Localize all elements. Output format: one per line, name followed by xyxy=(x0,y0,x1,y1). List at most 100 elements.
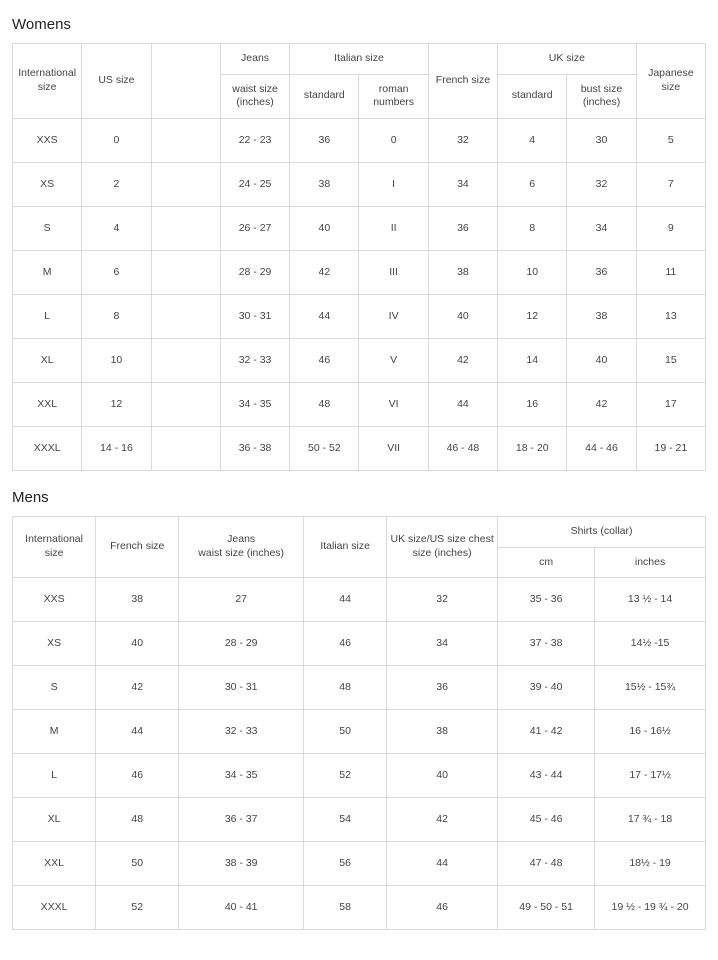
col-m-shirts-cm: cm xyxy=(498,547,595,578)
col-m-french: French size xyxy=(96,516,179,577)
table-cell: 2 xyxy=(82,162,151,206)
col-jeans: Jeans xyxy=(220,44,289,75)
col-french: French size xyxy=(428,44,497,119)
table-row: XL4836 - 37544245 - 4617 ¾ - 18 xyxy=(13,798,706,842)
table-cell: 46 xyxy=(290,338,359,382)
table-cell: 30 xyxy=(567,118,636,162)
col-m-shirts: Shirts (collar) xyxy=(498,516,706,547)
table-cell: 36 - 38 xyxy=(220,426,289,470)
table-row: M4432 - 33503841 - 4216 - 16½ xyxy=(13,710,706,754)
col-japanese: Japanese size xyxy=(636,44,705,119)
table-row: XXS3827443235 - 3613 ½ - 14 xyxy=(13,578,706,622)
table-cell: 48 xyxy=(290,382,359,426)
table-row: XS224 - 2538I346327 xyxy=(13,162,706,206)
table-cell: 38 - 39 xyxy=(179,842,304,886)
table-cell: 47 - 48 xyxy=(498,842,595,886)
table-cell: 38 xyxy=(428,250,497,294)
table-cell: 5 xyxy=(636,118,705,162)
table-cell: II xyxy=(359,206,428,250)
table-cell: VI xyxy=(359,382,428,426)
table-cell: XL xyxy=(13,338,82,382)
col-international: International size xyxy=(13,44,82,119)
table-cell: 42 xyxy=(290,250,359,294)
table-cell: 9 xyxy=(636,206,705,250)
table-cell: 19 - 21 xyxy=(636,426,705,470)
table-cell: 17 xyxy=(636,382,705,426)
womens-table: International size US size Jeans Italian… xyxy=(12,43,706,471)
table-cell: 30 - 31 xyxy=(220,294,289,338)
table-cell: 6 xyxy=(498,162,567,206)
table-cell: 15 xyxy=(636,338,705,382)
table-cell: 43 - 44 xyxy=(498,754,595,798)
table-cell: 17 ¾ - 18 xyxy=(595,798,706,842)
table-cell: 40 xyxy=(290,206,359,250)
col-uk-bust: bust size (inches) xyxy=(567,74,636,118)
table-row: S4230 - 31483639 - 4015½ - 15¾ xyxy=(13,666,706,710)
col-italian: Italian size xyxy=(290,44,429,75)
table-cell: 28 - 29 xyxy=(179,622,304,666)
table-cell: 34 - 35 xyxy=(179,754,304,798)
table-cell: 14 - 16 xyxy=(82,426,151,470)
table-cell: 34 xyxy=(428,162,497,206)
table-cell: 34 xyxy=(387,622,498,666)
table-row: XXL5038 - 39564447 - 4818½ - 19 xyxy=(13,842,706,886)
table-cell: L xyxy=(13,754,96,798)
table-cell: 54 xyxy=(304,798,387,842)
table-cell: 48 xyxy=(304,666,387,710)
table-cell: 10 xyxy=(498,250,567,294)
table-cell: 32 xyxy=(567,162,636,206)
table-row: M628 - 2942III38103611 xyxy=(13,250,706,294)
table-cell: 12 xyxy=(82,382,151,426)
table-cell: XXS xyxy=(13,118,82,162)
table-cell: 16 - 16½ xyxy=(595,710,706,754)
table-cell: 13 ½ - 14 xyxy=(595,578,706,622)
table-cell: 38 xyxy=(567,294,636,338)
table-cell: 44 xyxy=(428,382,497,426)
table-cell: 40 xyxy=(428,294,497,338)
table-cell: 46 - 48 xyxy=(428,426,497,470)
table-cell: 27 xyxy=(179,578,304,622)
table-cell: 22 - 23 xyxy=(220,118,289,162)
table-row: XXXL14 - 1636 - 3850 - 52VII46 - 4818 - … xyxy=(13,426,706,470)
table-cell: 0 xyxy=(359,118,428,162)
table-cell: 8 xyxy=(82,294,151,338)
table-cell: XXXL xyxy=(13,886,96,930)
table-row: XXXL5240 - 41584649 - 50 - 5119 ½ - 19 ¾… xyxy=(13,886,706,930)
table-cell: 18 - 20 xyxy=(498,426,567,470)
table-cell: III xyxy=(359,250,428,294)
table-row: XXS022 - 23360324305 xyxy=(13,118,706,162)
table-cell: 32 xyxy=(387,578,498,622)
table-row: XXL1234 - 3548VI44164217 xyxy=(13,382,706,426)
table-cell: 4 xyxy=(498,118,567,162)
col-m-italian: Italian size xyxy=(304,516,387,577)
table-cell: 40 - 41 xyxy=(179,886,304,930)
col-m-jeans: Jeans waist size (inches) xyxy=(179,516,304,577)
table-cell: 41 - 42 xyxy=(498,710,595,754)
col-m-ukus: UK size/US size chest size (inches) xyxy=(387,516,498,577)
table-cell: 10 xyxy=(82,338,151,382)
table-cell: 46 xyxy=(304,622,387,666)
table-cell: 50 - 52 xyxy=(290,426,359,470)
table-cell xyxy=(151,206,220,250)
table-cell: M xyxy=(13,250,82,294)
table-cell: 14 xyxy=(498,338,567,382)
table-cell: 39 - 40 xyxy=(498,666,595,710)
col-italian-std: standard xyxy=(290,74,359,118)
table-cell: 16 xyxy=(498,382,567,426)
table-row: S426 - 2740II368349 xyxy=(13,206,706,250)
table-cell: 37 - 38 xyxy=(498,622,595,666)
table-cell: 28 - 29 xyxy=(220,250,289,294)
table-cell: 8 xyxy=(498,206,567,250)
table-cell: 52 xyxy=(304,754,387,798)
table-cell: 15½ - 15¾ xyxy=(595,666,706,710)
table-cell: S xyxy=(13,666,96,710)
table-cell: 42 xyxy=(567,382,636,426)
table-cell xyxy=(151,382,220,426)
table-cell: 13 xyxy=(636,294,705,338)
col-jeans-sub: waist size (inches) xyxy=(220,74,289,118)
table-cell: XL xyxy=(13,798,96,842)
table-cell: 24 - 25 xyxy=(220,162,289,206)
table-cell: XXL xyxy=(13,842,96,886)
table-cell: 32 - 33 xyxy=(179,710,304,754)
table-row: XL1032 - 3346V42144015 xyxy=(13,338,706,382)
